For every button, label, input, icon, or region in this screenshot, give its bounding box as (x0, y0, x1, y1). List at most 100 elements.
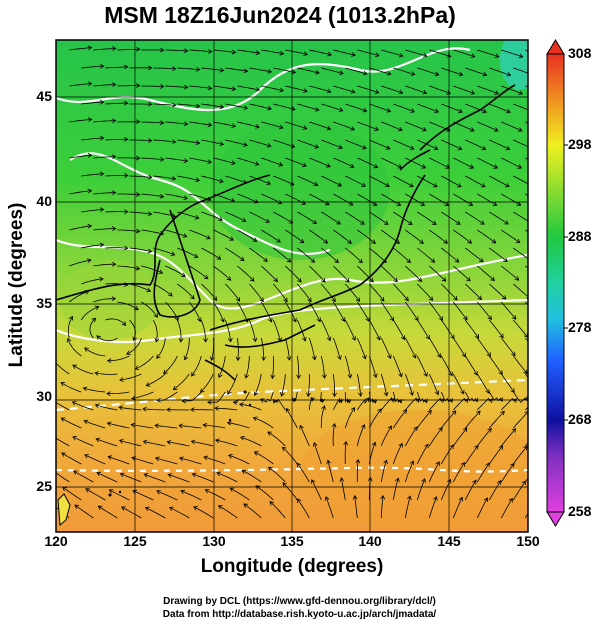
streamline (344, 407, 355, 429)
streamline (477, 265, 495, 281)
streamline-arrowhead (174, 316, 179, 321)
streamline-arrowhead (136, 46, 141, 52)
streamline (117, 265, 140, 270)
streamline (165, 121, 188, 125)
streamline-arrowhead (515, 238, 521, 244)
streamline-arrowhead (216, 255, 222, 260)
streamline (345, 67, 368, 75)
streamline (453, 49, 475, 57)
streamline (129, 139, 152, 142)
streamline (357, 265, 374, 283)
streamline-arrowhead (409, 460, 415, 466)
streamline-arrowhead (325, 163, 331, 168)
streamline (501, 229, 521, 243)
streamline (417, 175, 438, 188)
streamline (344, 355, 351, 378)
streamline (189, 157, 212, 163)
streamline-arrowhead (409, 391, 414, 396)
streamline-arrowhead (385, 182, 390, 187)
streamline (156, 337, 166, 359)
streamline-arrowhead (252, 337, 258, 343)
streamline-arrowhead (265, 218, 270, 223)
streamline-arrowhead (266, 180, 272, 185)
streamline-arrowhead (523, 369, 528, 375)
streamline-arrowhead (486, 352, 491, 357)
colorbar-tick-label: 288 (568, 228, 592, 244)
streamline-arrowhead (539, 276, 543, 280)
streamline (203, 456, 226, 465)
streamline (296, 283, 312, 302)
streamline-arrowhead (142, 439, 148, 445)
streamline (512, 411, 528, 429)
streamline (145, 507, 166, 519)
streamline-arrowhead (402, 409, 407, 414)
streamline-arrowhead (259, 297, 264, 303)
streamline (69, 225, 92, 231)
streamline-arrowhead (470, 90, 476, 95)
streamline-arrowhead (87, 223, 93, 229)
streamline-arrowhead (270, 374, 276, 380)
streamline (81, 137, 104, 141)
streamline (285, 85, 308, 92)
streamline-arrowhead (61, 452, 66, 457)
streamline-arrowhead (190, 439, 196, 445)
streamline-arrowhead (458, 71, 464, 77)
streamline-arrowhead (541, 165, 545, 169)
streamline-arrowhead (410, 108, 416, 113)
streamline-arrowhead (179, 456, 184, 462)
streamline-arrowhead (296, 374, 302, 380)
streamline (180, 490, 202, 501)
streamline-arrowhead (87, 81, 93, 87)
streamline (369, 247, 387, 263)
streamline (405, 229, 424, 244)
streamline-arrowhead (323, 239, 329, 244)
streamline (500, 337, 516, 356)
streamline (211, 337, 214, 361)
streamline-arrowhead (481, 145, 487, 151)
streamline-arrowhead (241, 469, 247, 475)
streamline (213, 157, 236, 164)
streamline (356, 459, 359, 482)
streamline (254, 451, 274, 465)
streamline-arrowhead (292, 317, 297, 323)
streamline (405, 193, 425, 206)
streamline-arrowhead (504, 182, 510, 188)
streamline (416, 319, 430, 340)
streamline-arrowhead (297, 277, 302, 283)
streamline (380, 396, 395, 411)
streamline-arrowhead (97, 505, 103, 510)
streamline (267, 431, 286, 447)
streamline-arrowhead (267, 431, 272, 436)
streamline (393, 139, 414, 150)
streamline (441, 67, 463, 76)
streamline-arrowhead (501, 295, 507, 300)
streamline-arrowhead (312, 219, 318, 225)
streamline-arrowhead (314, 144, 320, 149)
streamline-arrowhead (427, 409, 432, 415)
streamline-arrowhead (142, 406, 147, 412)
streamline-arrowhead (131, 395, 136, 401)
streamline (201, 139, 224, 145)
streamline-arrowhead (227, 337, 233, 343)
streamline-arrowhead (82, 386, 88, 392)
streamline (56, 362, 70, 375)
streamline-arrowhead (159, 156, 165, 162)
coastlines (56, 84, 516, 381)
streamline-arrowhead (86, 258, 92, 263)
streamline-arrowhead (302, 125, 308, 130)
streamline (282, 482, 298, 501)
streamline-arrowhead (183, 158, 189, 163)
streamline (441, 139, 462, 150)
streamline (93, 120, 116, 123)
streamline (165, 85, 188, 88)
colorbar-tick-label: 298 (568, 136, 592, 152)
streamline-arrowhead (531, 72, 535, 76)
streamline (165, 49, 188, 52)
streamline (356, 373, 362, 397)
streamline-arrowhead (183, 84, 189, 90)
streamline (313, 442, 322, 465)
streamline-arrowhead (387, 425, 392, 430)
streamline-arrowhead (407, 220, 413, 225)
streamline-arrowhead (178, 423, 183, 429)
streamline (297, 103, 320, 111)
